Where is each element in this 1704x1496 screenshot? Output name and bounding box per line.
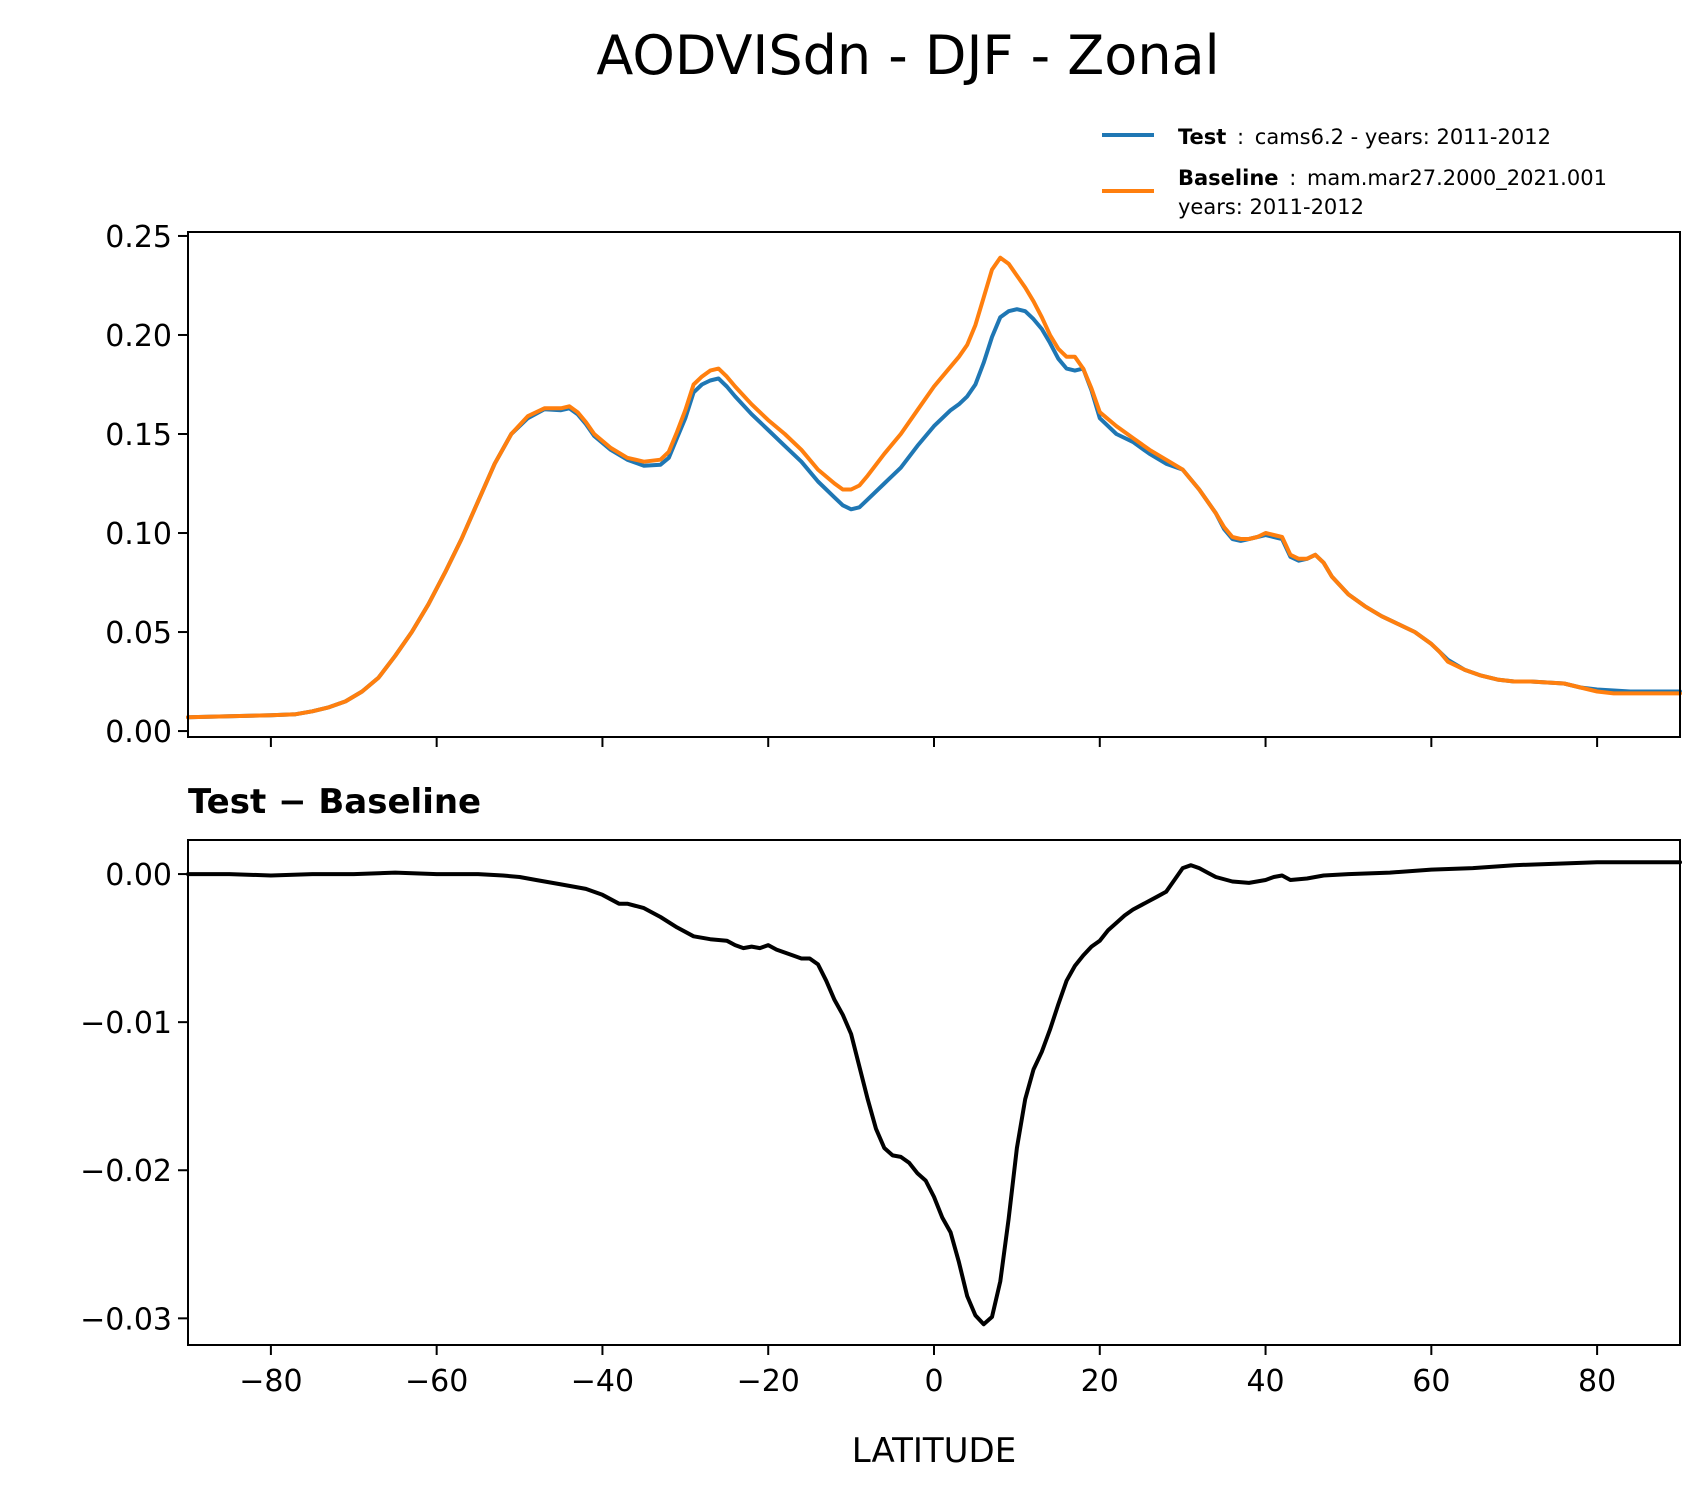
x-tick-label: −60 [405, 1364, 468, 1399]
y-tick-label: −0.02 [80, 1154, 172, 1189]
legend-baseline-bold: Baseline [1178, 166, 1279, 190]
series-line-test-baseline [186, 860, 1682, 1327]
top-panel: 0.00 0.05 0.10 0.15 0.20 0.25 [105, 220, 1682, 750]
series-line-baseline [186, 255, 1682, 720]
y-tick-label: −0.03 [80, 1302, 172, 1337]
x-tick-label: 0 [924, 1364, 943, 1399]
x-tick-label: −80 [239, 1364, 302, 1399]
y-tick-label: 0.10 [105, 517, 172, 552]
legend-baseline-sep: : [1289, 166, 1296, 190]
y-tick-label: 0.15 [105, 418, 172, 453]
bottom-panel: 0.00 −0.01 −0.02 −0.03 −80 −60 −40 −20 0 20 40 60 8… [80, 839, 1682, 1399]
bottom-x-ticks: −80 −60 −40 −20 0 20 40 60 80 [239, 1345, 1616, 1399]
bottom-y-ticks: 0.00 −0.01 −0.02 −0.03 [80, 858, 188, 1337]
legend-test-text: cams6.2 - years: 2011-2012 [1255, 125, 1551, 149]
y-tick-label: 0.20 [105, 319, 172, 354]
legend-test-label: Test : cams6.2 - years: 2011-2012 [1178, 125, 1551, 149]
top-y-ticks: 0.00 0.05 0.10 0.15 0.20 0.25 [105, 220, 188, 750]
x-tick-label: −20 [737, 1364, 800, 1399]
x-tick-label: 80 [1578, 1364, 1616, 1399]
diff-panel-title: Test − Baseline [188, 782, 481, 822]
top-x-ticks [269, 737, 1599, 747]
figure-title: AODVISdn - DJF - Zonal [596, 24, 1219, 87]
x-tick-label: 20 [1081, 1364, 1119, 1399]
y-tick-label: 0.00 [105, 715, 172, 750]
legend-baseline-text2: years: 2011-2012 [1178, 195, 1364, 219]
bottom-series-group [186, 860, 1682, 1327]
x-tick-label: 40 [1246, 1364, 1284, 1399]
x-axis-label: LATITUDE [852, 1431, 1016, 1471]
legend-baseline-label: Baseline : mam.mar27.2000_2021.001 [1178, 166, 1607, 191]
y-tick-label: 0.25 [105, 220, 172, 255]
y-tick-label: 0.00 [105, 858, 172, 893]
legend-test-sep: : [1237, 125, 1244, 149]
x-tick-label: 60 [1412, 1364, 1450, 1399]
y-tick-label: −0.01 [80, 1006, 172, 1041]
x-tick-label: −40 [571, 1364, 634, 1399]
y-tick-label: 0.05 [105, 616, 172, 651]
legend: Test : cams6.2 - years: 2011-2012 Baseli… [1102, 125, 1607, 219]
legend-test-bold: Test [1178, 125, 1226, 149]
legend-baseline-text: mam.mar27.2000_2021.001 [1307, 166, 1607, 191]
top-series-group [186, 255, 1682, 720]
